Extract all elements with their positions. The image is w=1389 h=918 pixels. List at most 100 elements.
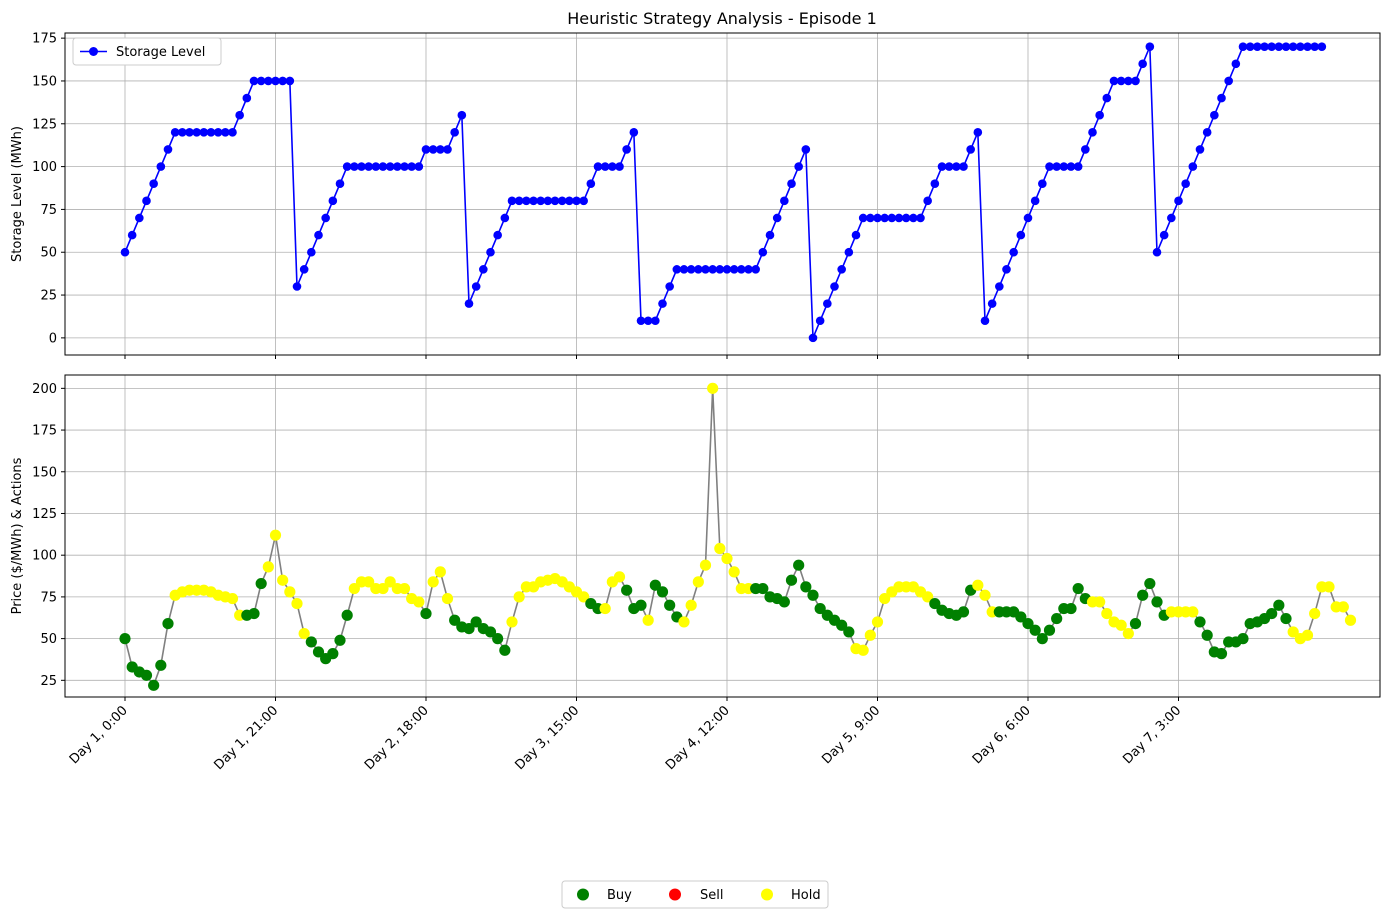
buy-point xyxy=(492,633,504,645)
storage-level-point xyxy=(507,196,517,206)
buy-point xyxy=(327,648,339,660)
storage-level-point xyxy=(1102,93,1112,103)
storage-level-point xyxy=(679,265,689,274)
xtick-label: Day 4, 12:00 xyxy=(663,703,733,773)
bottom-ytick-label: 75 xyxy=(40,590,57,605)
storage-level-point xyxy=(242,93,252,103)
buy-point xyxy=(1015,611,1027,623)
top-ytick-label: 175 xyxy=(32,32,57,47)
top-ytick-label: 75 xyxy=(40,203,57,218)
storage-level-point xyxy=(572,196,581,206)
hold-point xyxy=(879,592,891,605)
storage-level-point xyxy=(1253,42,1262,52)
storage-level-point xyxy=(995,282,1004,291)
storage-level-point xyxy=(1238,42,1248,52)
storage-level-point xyxy=(264,76,273,86)
hold-point xyxy=(384,576,396,588)
actions-legend: Buy Sell Hold xyxy=(561,880,829,909)
xtick-label: Day 3, 15:00 xyxy=(512,703,582,773)
hold-point xyxy=(226,592,239,605)
storage-level-point xyxy=(1296,42,1305,52)
buy-point xyxy=(836,619,848,631)
storage-level-point xyxy=(1002,265,1011,274)
buy-point xyxy=(843,626,855,638)
hold-point xyxy=(864,629,876,641)
storage-level-point xyxy=(393,162,402,171)
storage-level-point xyxy=(400,162,409,171)
hold-point xyxy=(1309,607,1321,620)
storage-level-point xyxy=(901,213,911,223)
hold-point xyxy=(1101,607,1113,620)
buy-point xyxy=(635,599,647,611)
storage-level-point xyxy=(500,213,510,223)
buy-point xyxy=(1237,633,1249,645)
storage-level-point xyxy=(192,128,201,137)
storage-level-point xyxy=(658,299,667,308)
bottom-ytick-label: 100 xyxy=(32,549,57,564)
storage-level-point xyxy=(973,128,983,137)
storage-level-point xyxy=(830,282,839,291)
top-plot-frame xyxy=(64,32,1381,356)
storage-level-point xyxy=(120,247,130,257)
hold-point xyxy=(714,542,726,555)
buy-point xyxy=(1280,612,1292,625)
hold-point xyxy=(1187,606,1199,618)
storage-level-point xyxy=(557,196,567,206)
storage-level-point xyxy=(1224,76,1233,86)
hold-point xyxy=(348,582,360,595)
buy-point xyxy=(1215,648,1228,660)
storage-level-point xyxy=(350,162,359,171)
buy-point xyxy=(1065,602,1077,615)
hold-point xyxy=(707,382,719,394)
buy-point xyxy=(1144,577,1156,590)
storage-level-point xyxy=(780,196,789,206)
storage-level-point xyxy=(543,196,553,206)
storage-level-point xyxy=(1023,213,1033,223)
buy-point xyxy=(341,609,353,621)
hold-point xyxy=(692,576,704,588)
bottom-ytick-label: 150 xyxy=(32,465,57,480)
storage-level-point xyxy=(937,162,947,171)
storage-level-point xyxy=(142,196,151,206)
storage-level-point xyxy=(794,162,803,171)
buy-point xyxy=(814,602,826,615)
storage-level-point xyxy=(235,110,244,120)
hold-point xyxy=(1323,581,1335,593)
buy-point xyxy=(140,669,153,681)
storage-level-point xyxy=(1231,59,1241,69)
hold-point xyxy=(363,576,375,588)
top-ytick-label: 150 xyxy=(32,74,57,89)
buy-point xyxy=(1194,616,1206,628)
hold-point xyxy=(269,529,282,541)
hold-point xyxy=(1287,626,1299,638)
storage-level-point xyxy=(651,316,660,326)
xtick-label: Day 7, 3:00 xyxy=(1120,703,1184,767)
storage-level-point xyxy=(1303,42,1312,52)
storage-level-point xyxy=(1202,128,1212,137)
storage-level-point xyxy=(909,213,918,223)
storage-level-point xyxy=(737,265,746,274)
storage-level-point xyxy=(1188,162,1198,171)
storage-level-point xyxy=(980,316,990,326)
buy-point xyxy=(119,633,131,645)
legend-sell-marker xyxy=(669,888,681,901)
storage-level-point xyxy=(1052,162,1061,171)
hold-point xyxy=(699,559,712,571)
storage-level-point xyxy=(694,265,703,274)
storage-level-point xyxy=(271,76,280,86)
buy-point xyxy=(305,636,317,648)
hold-point xyxy=(506,616,518,628)
buy-point xyxy=(807,589,819,601)
buy-point xyxy=(1151,596,1163,608)
storage-level-point xyxy=(1081,145,1090,154)
storage-level-point xyxy=(844,247,854,257)
storage-level-point xyxy=(801,145,811,154)
buy-point xyxy=(1043,624,1056,636)
storage-level-point xyxy=(987,299,997,308)
legend-sell-label: Sell xyxy=(700,888,723,903)
hold-point xyxy=(1301,629,1314,641)
storage-level-point xyxy=(1274,42,1284,52)
storage-level-point xyxy=(1174,196,1183,206)
buy-point xyxy=(484,626,497,638)
